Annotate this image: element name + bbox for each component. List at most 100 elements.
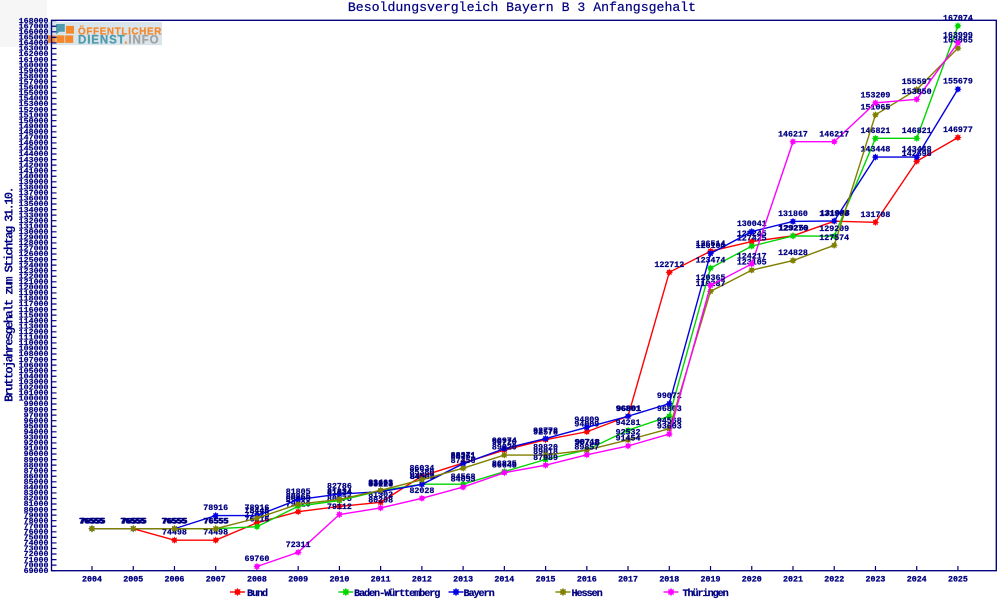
svg-text:86835: 86835 [492,460,517,469]
svg-text:149000: 149000 [19,123,49,132]
svg-text:2016: 2016 [577,576,597,585]
svg-text:2009: 2009 [288,576,308,585]
svg-text:120365: 120365 [696,274,726,283]
svg-text:79000: 79000 [24,512,49,521]
svg-text:78916: 78916 [203,504,228,513]
svg-text:167074: 167074 [943,15,973,24]
svg-text:82028: 82028 [409,487,434,496]
svg-text:161000: 161000 [19,56,49,65]
svg-text:151000: 151000 [19,112,49,121]
svg-text:77000: 77000 [24,523,49,532]
svg-text:2025: 2025 [948,576,968,585]
svg-text:74498: 74498 [162,529,187,538]
svg-text:81805: 81805 [286,488,311,497]
svg-text:146977: 146977 [943,126,973,135]
svg-text:117000: 117000 [19,301,49,310]
svg-text:76555: 76555 [204,517,229,526]
svg-text:94281: 94281 [616,419,641,428]
svg-text:139000: 139000 [19,178,49,187]
svg-text:93603: 93603 [657,423,682,432]
svg-text:130000: 130000 [19,228,49,237]
svg-text:2024: 2024 [907,576,927,585]
svg-text:109000: 109000 [19,345,49,354]
svg-text:144000: 144000 [19,151,49,160]
svg-text:110000: 110000 [19,339,49,348]
svg-text:2013: 2013 [453,576,473,585]
svg-text:126104: 126104 [696,242,726,251]
svg-text:146217: 146217 [778,130,808,139]
svg-text:146821: 146821 [861,127,891,136]
svg-text:142000: 142000 [19,162,49,171]
svg-text:75000: 75000 [24,534,49,543]
svg-text:85000: 85000 [24,478,49,487]
svg-text:74000: 74000 [24,539,49,548]
svg-text:120000: 120000 [19,284,49,293]
svg-text:131908: 131908 [819,210,849,219]
svg-text:114000: 114000 [19,317,49,326]
svg-text:123474: 123474 [696,257,726,266]
svg-text:112000: 112000 [19,328,49,337]
svg-text:82786: 82786 [327,483,352,492]
svg-text:96803: 96803 [657,405,682,414]
svg-text:99000: 99000 [24,401,49,410]
svg-text:159000: 159000 [19,67,49,76]
svg-text:122000: 122000 [19,273,49,282]
svg-text:153000: 153000 [19,101,49,110]
svg-text:163999: 163999 [943,32,973,41]
svg-text:153209: 153209 [861,92,891,101]
svg-text:76555: 76555 [121,517,146,526]
svg-text:69760: 69760 [245,555,270,564]
svg-text:2021: 2021 [783,576,803,585]
svg-text:86000: 86000 [24,473,49,482]
svg-text:168000: 168000 [19,17,49,26]
svg-text:115000: 115000 [19,312,49,321]
svg-text:96000: 96000 [24,417,49,426]
svg-text:126514: 126514 [696,240,726,249]
svg-text:83463: 83463 [368,479,393,488]
svg-text:119000: 119000 [19,289,49,298]
svg-text:94568: 94568 [657,417,682,426]
svg-text:99072: 99072 [657,392,682,401]
svg-text:118000: 118000 [19,295,49,304]
svg-text:76555: 76555 [163,517,188,526]
svg-text:78000: 78000 [24,517,49,526]
svg-text:80000: 80000 [24,506,49,515]
svg-text:84568: 84568 [451,473,476,482]
svg-text:84000: 84000 [24,484,49,493]
svg-text:2014: 2014 [494,576,514,585]
svg-text:124000: 124000 [19,262,49,271]
svg-text:2012: 2012 [412,576,432,585]
svg-text:Bund: Bund [247,588,268,600]
svg-text:92000: 92000 [24,439,49,448]
svg-text:76555: 76555 [120,517,145,526]
svg-text:88261: 88261 [451,452,476,461]
svg-text:90974: 90974 [492,437,517,446]
svg-text:166000: 166000 [19,28,49,37]
svg-text:90720: 90720 [492,439,517,448]
svg-text:80965: 80965 [286,493,311,502]
svg-text:2006: 2006 [165,576,185,585]
svg-text:69000: 69000 [24,567,49,576]
svg-text:2023: 2023 [866,576,886,585]
svg-text:2005: 2005 [123,576,143,585]
svg-text:146217: 146217 [819,130,849,139]
svg-text:153850: 153850 [902,88,932,97]
svg-text:162000: 162000 [19,51,49,60]
svg-text:70000: 70000 [24,562,49,571]
svg-text:78446: 78446 [245,507,270,516]
svg-text:76555: 76555 [81,517,106,526]
svg-text:129259: 129259 [779,225,809,234]
svg-text:73000: 73000 [24,545,49,554]
svg-text:128000: 128000 [19,239,49,248]
svg-text:Hessen: Hessen [572,589,603,600]
svg-text:156000: 156000 [19,84,49,93]
svg-text:133000: 133000 [19,212,49,221]
svg-text:165000: 165000 [19,34,49,43]
svg-text:141000: 141000 [19,167,49,176]
svg-text:129209: 129209 [819,225,849,234]
svg-text:155679: 155679 [943,78,973,87]
svg-text:87989: 87989 [533,454,558,463]
svg-text:102000: 102000 [19,384,49,393]
svg-text:92578: 92578 [533,428,558,437]
svg-text:74498: 74498 [203,529,228,538]
